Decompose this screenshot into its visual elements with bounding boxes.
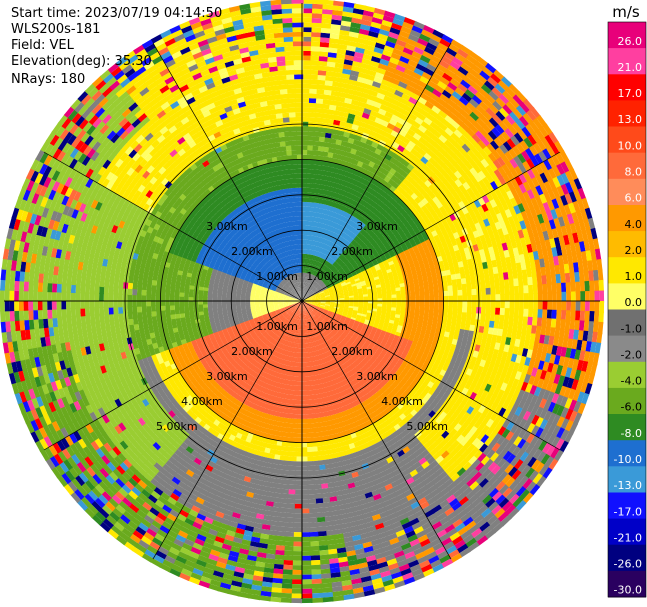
range-label: 1.00km	[306, 320, 348, 333]
instrument-label: WLS200s-181	[11, 22, 101, 37]
azimuth-spoke	[301, 300, 561, 451]
range-label: 1.00km	[306, 270, 348, 283]
colorbar-segment	[608, 309, 646, 337]
colorbar-tick-label: -1.0	[621, 322, 642, 335]
colorbar-segment	[608, 257, 646, 284]
azimuth-spoke	[43, 151, 303, 302]
colorbar-segment	[608, 283, 646, 310]
colorbar-segment	[608, 74, 646, 101]
colorbar-tick-label: 13.0	[618, 113, 643, 126]
azimuth-spoke	[301, 42, 452, 302]
colorbar-tick-label: 26.0	[618, 35, 643, 48]
range-label: 3.00km	[356, 220, 398, 233]
colorbar-segment	[608, 361, 646, 389]
elevation-label: Elevation(deg): 35.30	[11, 54, 152, 69]
start-time-label: Start time: 2023/07/19 04:14:50	[11, 6, 223, 21]
colorbar-tick-label: -13.0	[614, 479, 642, 492]
colorbar-frame	[607, 21, 647, 598]
azimuth-spoke	[152, 300, 303, 560]
colorbar-tick-label: 0.0	[625, 296, 643, 309]
azimuth-spoke	[152, 42, 303, 302]
colorbar-segment	[608, 544, 646, 572]
range-label: 1.00km	[256, 320, 298, 333]
azimuth-spoke	[43, 300, 303, 451]
colorbar-segment	[608, 22, 646, 49]
colorbar-tick-label: 2.0	[625, 244, 643, 257]
colorbar-segment	[608, 231, 646, 258]
range-label: 5.00km	[406, 420, 448, 433]
colorbar-tick-label: -2.0	[621, 349, 642, 362]
colorbar-unit-label: m/s	[612, 3, 640, 21]
range-label: 4.00km	[381, 395, 423, 408]
range-label: 3.00km	[206, 370, 248, 383]
colorbar-segment	[608, 466, 646, 493]
colorbar-segment	[608, 518, 646, 546]
colorbar-tick-label: -10.0	[614, 453, 642, 466]
colorbar-tick-label: -30.0	[614, 584, 642, 597]
colorbar-segment	[608, 387, 646, 415]
colorbar-tick-label: -17.0	[614, 505, 642, 518]
colorbar-segment	[608, 414, 646, 441]
colorbar-tick-label: 10.0	[618, 139, 643, 152]
range-label: 3.00km	[206, 220, 248, 233]
colorbar-segment	[608, 492, 646, 520]
range-label: 3.00km	[356, 370, 398, 383]
colorbar-tick-label: 6.0	[625, 192, 643, 205]
colorbar-segment	[608, 100, 646, 127]
range-label: 2.00km	[331, 345, 373, 358]
colorbar-segment	[608, 440, 646, 467]
colorbar-tick-label: 17.0	[618, 87, 643, 100]
azimuth-spoke	[301, 151, 561, 302]
nrays-label: NRays: 180	[11, 72, 86, 87]
colorbar-tick-label: 21.0	[618, 61, 643, 74]
colorbar-tick-label: -6.0	[621, 401, 642, 414]
azimuth-spoke	[301, 300, 452, 560]
colorbar-tick-label: -21.0	[614, 531, 642, 544]
colorbar-tick-label: -8.0	[621, 427, 642, 440]
range-label: 5.00km	[156, 420, 198, 433]
range-label: 2.00km	[231, 245, 273, 258]
range-label: 2.00km	[331, 245, 373, 258]
colorbar-segment	[608, 48, 646, 75]
colorbar-tick-label: 4.0	[625, 218, 643, 231]
colorbar-segment	[608, 126, 646, 154]
colorbar-segment	[608, 335, 646, 363]
range-label: 2.00km	[231, 345, 273, 358]
colorbar-segment	[608, 152, 646, 180]
colorbar-tick-label: 8.0	[625, 166, 643, 179]
colorbar-segment	[608, 178, 646, 206]
field-label: Field: VEL	[11, 38, 74, 53]
colorbar-tick-label: -26.0	[614, 558, 642, 571]
range-label: 4.00km	[181, 395, 223, 408]
colorbar-tick-label: -4.0	[621, 375, 642, 388]
colorbar-segment	[608, 570, 646, 598]
colorbar-tick-label: 1.0	[625, 270, 643, 283]
range-label: 1.00km	[256, 270, 298, 283]
colorbar-segment	[608, 205, 646, 232]
